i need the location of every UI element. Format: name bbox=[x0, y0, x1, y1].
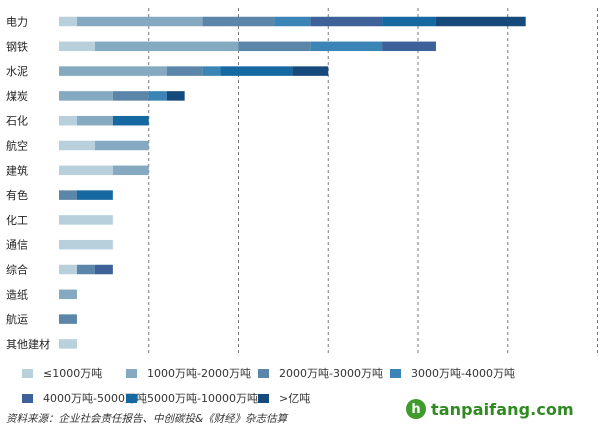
bar-segment bbox=[76, 264, 95, 275]
bar-segment bbox=[59, 41, 95, 52]
bar-segment bbox=[112, 115, 149, 126]
category-label: 化工 bbox=[6, 213, 28, 227]
bar-segment bbox=[59, 16, 77, 27]
bar-segment bbox=[59, 289, 77, 300]
source-note: 资料来源：企业社会责任报告、中创碳投&《财经》杂志估算 bbox=[6, 413, 288, 425]
bar-segment bbox=[94, 41, 239, 52]
category-label: 航运 bbox=[6, 312, 28, 326]
bar-segment bbox=[76, 16, 203, 27]
bar-segment bbox=[112, 91, 149, 101]
category-label: 综合 bbox=[6, 263, 28, 277]
category-label: 水泥 bbox=[6, 65, 28, 78]
legend-item: ≤1000万吨 bbox=[22, 365, 102, 381]
category-label: 石化 bbox=[6, 114, 28, 128]
legend-swatch bbox=[22, 393, 33, 403]
watermark-text: tanpaifang.com bbox=[431, 399, 574, 419]
category-label: 有色 bbox=[6, 188, 28, 202]
bar-segment bbox=[94, 264, 113, 275]
category-label: 航空 bbox=[6, 139, 28, 153]
legend-item: 5000万吨-10000万吨 bbox=[126, 390, 258, 406]
legend-swatch bbox=[126, 368, 137, 378]
legend-item: 3000万吨-4000万吨 bbox=[390, 365, 515, 381]
bar-segment bbox=[59, 314, 77, 324]
legend-label: 2000万吨-3000万吨 bbox=[279, 367, 383, 380]
bar-segment bbox=[148, 91, 167, 101]
bar-segment bbox=[310, 41, 383, 52]
bar-segment bbox=[59, 339, 77, 349]
category-label: 通信 bbox=[6, 239, 28, 252]
legend-swatch bbox=[258, 368, 269, 378]
category-label: 电力 bbox=[6, 16, 28, 29]
bar-segment bbox=[59, 165, 113, 176]
bar-segment bbox=[76, 115, 113, 126]
legend-label: 5000万吨-10000万吨 bbox=[147, 392, 258, 405]
bar-segment bbox=[382, 41, 436, 52]
category-label: 建筑 bbox=[6, 163, 28, 177]
legend-item: 4000万吨-5000万吨 bbox=[22, 390, 147, 406]
bar-segment bbox=[59, 66, 167, 76]
bar-segment bbox=[166, 66, 203, 76]
watermark-logo-icon: h bbox=[406, 399, 426, 419]
legend-label: 3000万吨-4000万吨 bbox=[411, 367, 515, 380]
bar-segment bbox=[59, 239, 113, 250]
bar-segment bbox=[76, 190, 113, 200]
legend-label: >亿吨 bbox=[279, 392, 311, 405]
category-label: 其他建材 bbox=[6, 337, 50, 351]
legend-item: >亿吨 bbox=[258, 390, 310, 406]
legend-label: ≤1000万吨 bbox=[43, 367, 103, 380]
bar-segment bbox=[435, 16, 526, 27]
bar-segment bbox=[94, 140, 149, 151]
bar-segment bbox=[292, 66, 329, 76]
bar-segment bbox=[238, 41, 311, 52]
bar-segment bbox=[202, 16, 275, 27]
legend-swatch bbox=[258, 393, 269, 403]
bar-segment bbox=[59, 140, 95, 151]
bar-segment bbox=[59, 190, 77, 200]
legend-swatch bbox=[390, 368, 401, 378]
legend-swatch bbox=[22, 368, 33, 378]
bar-segment bbox=[310, 16, 383, 27]
legend-item: 2000万吨-3000万吨 bbox=[258, 365, 383, 381]
bar-segment bbox=[382, 16, 436, 27]
chart-legend: ≤1000万吨 1000万吨-2000万吨 2000万吨-3000万吨 3000万吨-… bbox=[22, 365, 542, 405]
bar-segment bbox=[202, 66, 221, 76]
watermark: h tanpaifang.com bbox=[406, 398, 574, 420]
category-label: 煤炭 bbox=[6, 90, 28, 103]
bar-segment bbox=[166, 91, 185, 101]
bar-segment bbox=[274, 16, 311, 27]
bar-segment bbox=[59, 264, 77, 275]
category-label: 钢铁 bbox=[6, 40, 28, 53]
bar-segment bbox=[59, 115, 77, 126]
bar-segment bbox=[59, 215, 113, 225]
bar-segment bbox=[220, 66, 293, 76]
legend-swatch bbox=[126, 393, 137, 403]
category-label: 造纸 bbox=[6, 287, 28, 301]
legend-item: 1000万吨-2000万吨 bbox=[126, 365, 251, 381]
bar-segment bbox=[59, 91, 113, 101]
bar-segment bbox=[112, 165, 149, 176]
legend-label: 4000万吨-5000万吨 bbox=[43, 392, 147, 405]
legend-label: 1000万吨-2000万吨 bbox=[147, 367, 251, 380]
